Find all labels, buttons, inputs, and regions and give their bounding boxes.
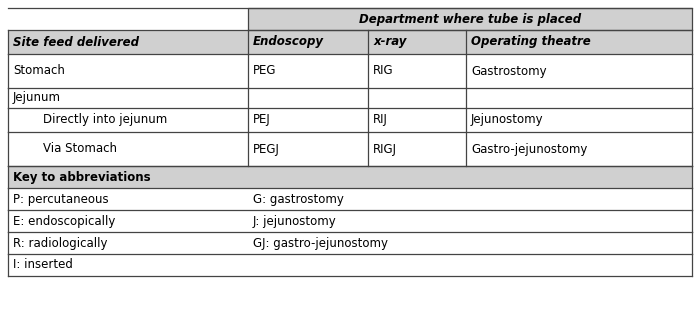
Bar: [8, 8, 248, 30]
Text: Jejunum: Jejunum: [13, 91, 61, 104]
Text: R: radiologically: R: radiologically: [13, 237, 108, 250]
Text: Gastro-jejunostomy: Gastro-jejunostomy: [471, 142, 587, 156]
Text: RIGJ: RIGJ: [373, 142, 397, 156]
Text: x-ray: x-ray: [373, 36, 407, 48]
Text: GJ: gastro-jejunostomy: GJ: gastro-jejunostomy: [253, 237, 388, 250]
Text: P: percutaneous: P: percutaneous: [13, 193, 108, 206]
Text: RIG: RIG: [373, 65, 393, 78]
Text: Department where tube is placed: Department where tube is placed: [359, 12, 581, 26]
Text: Jejunostomy: Jejunostomy: [471, 114, 544, 126]
Text: I: inserted: I: inserted: [13, 258, 73, 271]
Bar: [8, 232, 692, 254]
Bar: [8, 108, 692, 132]
Text: PEGJ: PEGJ: [253, 142, 280, 156]
Bar: [8, 188, 692, 210]
Text: Via Stomach: Via Stomach: [43, 142, 117, 156]
Text: Directly into jejunum: Directly into jejunum: [43, 114, 167, 126]
Text: PEJ: PEJ: [253, 114, 271, 126]
Text: Stomach: Stomach: [13, 65, 65, 78]
Bar: [248, 8, 692, 30]
Text: RIJ: RIJ: [373, 114, 388, 126]
Text: Site feed delivered: Site feed delivered: [13, 36, 139, 48]
Bar: [8, 30, 692, 54]
Bar: [8, 54, 692, 88]
Text: G: gastrostomy: G: gastrostomy: [253, 193, 344, 206]
Text: Operating theatre: Operating theatre: [471, 36, 591, 48]
Bar: [8, 210, 692, 232]
Text: Endoscopy: Endoscopy: [253, 36, 324, 48]
Text: Key to abbreviations: Key to abbreviations: [13, 170, 151, 183]
Text: E: endoscopically: E: endoscopically: [13, 214, 116, 227]
Text: J: jejunostomy: J: jejunostomy: [253, 214, 337, 227]
Text: Gastrostomy: Gastrostomy: [471, 65, 547, 78]
Bar: [8, 132, 692, 166]
Bar: [8, 88, 692, 108]
Bar: [8, 254, 692, 276]
Text: PEG: PEG: [253, 65, 276, 78]
Bar: [8, 166, 692, 188]
